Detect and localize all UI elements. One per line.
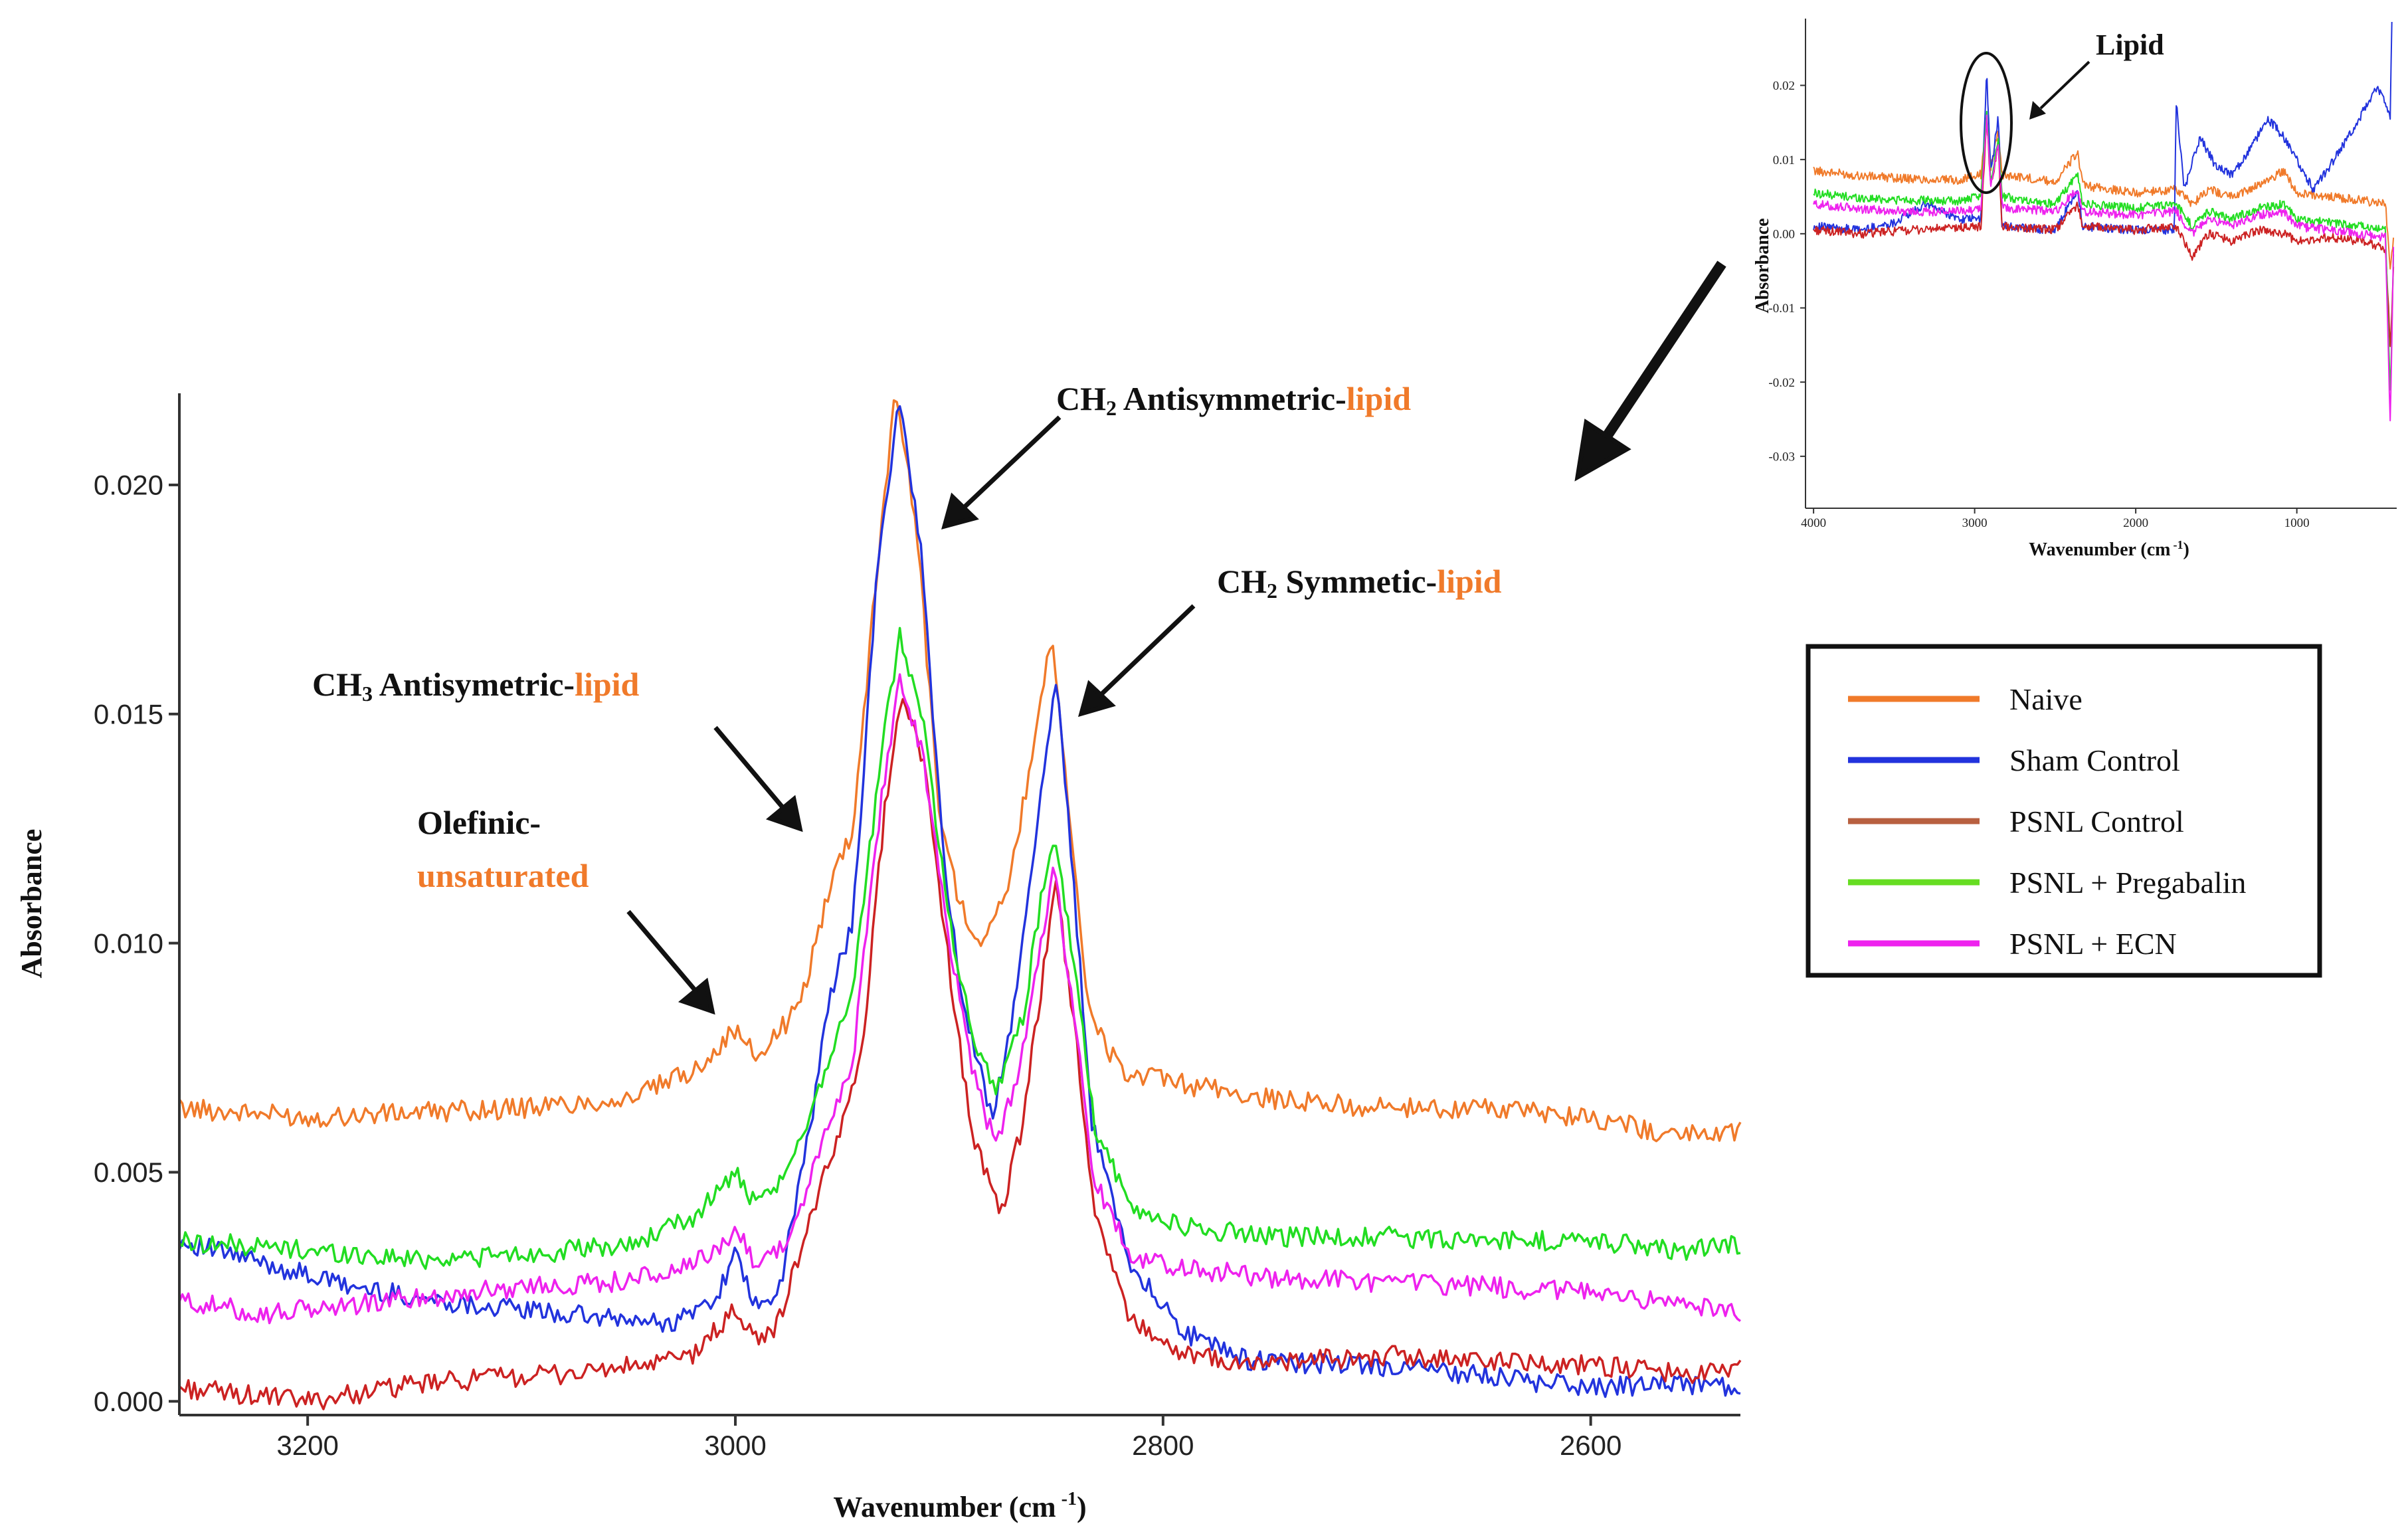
- legend-label: Naive: [2009, 682, 2083, 716]
- main-series-psnl-pregabalin: [178, 626, 1741, 1270]
- legend-label: PSNL + Pregabalin: [2009, 866, 2246, 900]
- annotation-ch2-antisymmetric-accent: lipid: [1346, 380, 1411, 417]
- main-x-tick-label: 3000: [704, 1430, 766, 1461]
- main-x-tick-label: 2600: [1560, 1430, 1621, 1461]
- annotation-ch3-antisymetric: CH3 Antisymetric-lipid: [312, 666, 640, 706]
- inset-series-group: [1813, 21, 2395, 422]
- inset-y-ticks: 0.02 0.01 0.00 -0.01 -0.02 -0.03: [1768, 79, 1806, 464]
- annotation-ch2-symmetic: CH2 Symmetic-lipid: [1217, 563, 1502, 603]
- inset-series-psnl-pregabalin: [1813, 110, 2395, 391]
- main-y-axis-title: Absorbance: [15, 829, 48, 979]
- inset-full-spectrum-chart: 0.02 0.01 0.00 -0.01 -0.02 -0.03 4000 3000 2000…: [1752, 19, 2397, 560]
- inset-series-naive: [1813, 126, 2395, 270]
- main-y-tick-label: 0.010: [94, 927, 163, 959]
- inset-series-psnl-ecn: [1813, 114, 2395, 422]
- main-x-tick-label: 2800: [1132, 1430, 1194, 1461]
- arrow-ch2-symmetic-head: [1077, 680, 1116, 718]
- legend-label: Sham Control: [2009, 743, 2180, 777]
- main-x-ticks: 3200 3000 2800 2600: [276, 1415, 1621, 1461]
- inset-x-axis-title: Wavenumber (cm -1): [2029, 538, 2189, 560]
- arrow-olefinic-head: [678, 977, 715, 1015]
- inset-x-axis-title-sup: -1: [2174, 538, 2183, 551]
- arrow-olefinic: [626, 910, 697, 992]
- main-x-axis-title: Wavenumber (cm -1): [833, 1489, 1086, 1523]
- inset-y-tick-label: 0.01: [1773, 153, 1795, 167]
- annotation-olefinic-accent: unsaturated: [417, 857, 589, 894]
- inset-y-tick-label: -0.03: [1768, 450, 1795, 464]
- legend: Naive Sham Control PSNL Control PSNL + Preg…: [1806, 644, 2322, 978]
- main-series-psnl-ecn: [178, 673, 1742, 1325]
- inset-x-tick-label: 1000: [2284, 516, 2310, 530]
- inset-x-tick-label: 3000: [1962, 516, 1988, 530]
- annotation-arrows: [626, 260, 1726, 1015]
- inset-x-axis-title-close: ): [2183, 539, 2189, 560]
- inset-lipid-arrow-head: [2029, 101, 2046, 120]
- main-series-sham-control: [178, 405, 1741, 1398]
- arrow-ch2-antisymmetric-head: [941, 492, 979, 529]
- inset-y-tick-label: -0.01: [1768, 302, 1795, 316]
- annotation-ch2-symmetic-accent: lipid: [1437, 563, 1501, 600]
- annotation-ch2-antisymmetric-sub: 2: [1106, 396, 1117, 420]
- inset-x-ticks: 4000 3000 2000 1000: [1801, 508, 2310, 530]
- main-series-psnl-control: [178, 698, 1742, 1410]
- annotation-ch2-symmetic-sub: 2: [1267, 579, 1277, 603]
- main-spectrum-chart: 0.000 0.005 0.010 0.015 0.020 3200 3000 2800 26…: [15, 260, 1742, 1523]
- inset-lipid-arrow: [2039, 60, 2090, 110]
- main-x-tick-label: 3200: [276, 1430, 338, 1461]
- main-y-tick-label: 0.015: [94, 698, 163, 729]
- main-y-tick-label: 0.020: [94, 470, 163, 501]
- arrow-ch2-symmetic: [1099, 604, 1196, 696]
- legend-entries: Naive Sham Control PSNL Control PSNL + Preg…: [1848, 682, 2246, 961]
- inset-y-axis-title: Absorbance: [1752, 218, 1773, 313]
- main-y-tick-label: 0.005: [94, 1157, 163, 1188]
- main-series-group: [178, 399, 1742, 1410]
- inset-series-psnl-control: [1813, 116, 2395, 347]
- arrow-inset-to-main: [1598, 260, 1726, 446]
- annotation-ch3-antisymetric-sub: 3: [362, 682, 373, 706]
- inset-x-tick-label: 2000: [2123, 516, 2148, 530]
- main-series-naive: [178, 399, 1742, 1143]
- arrow-ch2-antisymmetric: [963, 415, 1062, 509]
- inset-lipid-label: Lipid: [2096, 29, 2164, 61]
- main-y-tick-label: 0.000: [94, 1386, 163, 1417]
- lipid-highlight-ellipse: [1960, 52, 2013, 194]
- annotation-ch3-antisymetric-accent: lipid: [575, 666, 639, 703]
- inset-y-tick-label: 0.00: [1773, 227, 1795, 241]
- inset-x-tick-label: 4000: [1801, 516, 1826, 530]
- annotation-olefinic: Olefinic-: [417, 804, 541, 841]
- legend-label: PSNL Control: [2009, 805, 2184, 838]
- main-x-axis-title-close: ): [1077, 1491, 1087, 1523]
- main-y-ticks: 0.000 0.005 0.010 0.015 0.020: [94, 470, 179, 1417]
- legend-label: PSNL + ECN: [2009, 927, 2177, 961]
- annotation-ch2-antisymmetric: CH2 Antisymmetric-lipid: [1056, 380, 1411, 420]
- inset-y-tick-label: -0.02: [1768, 376, 1795, 390]
- arrow-inset-to-main-head: [1574, 419, 1631, 482]
- arrow-ch3-antisymetric: [713, 725, 785, 809]
- inset-y-tick-label: 0.02: [1773, 79, 1795, 93]
- arrow-ch3-antisymetric-head: [765, 795, 803, 832]
- main-x-axis-title-sup: -1: [1062, 1489, 1077, 1509]
